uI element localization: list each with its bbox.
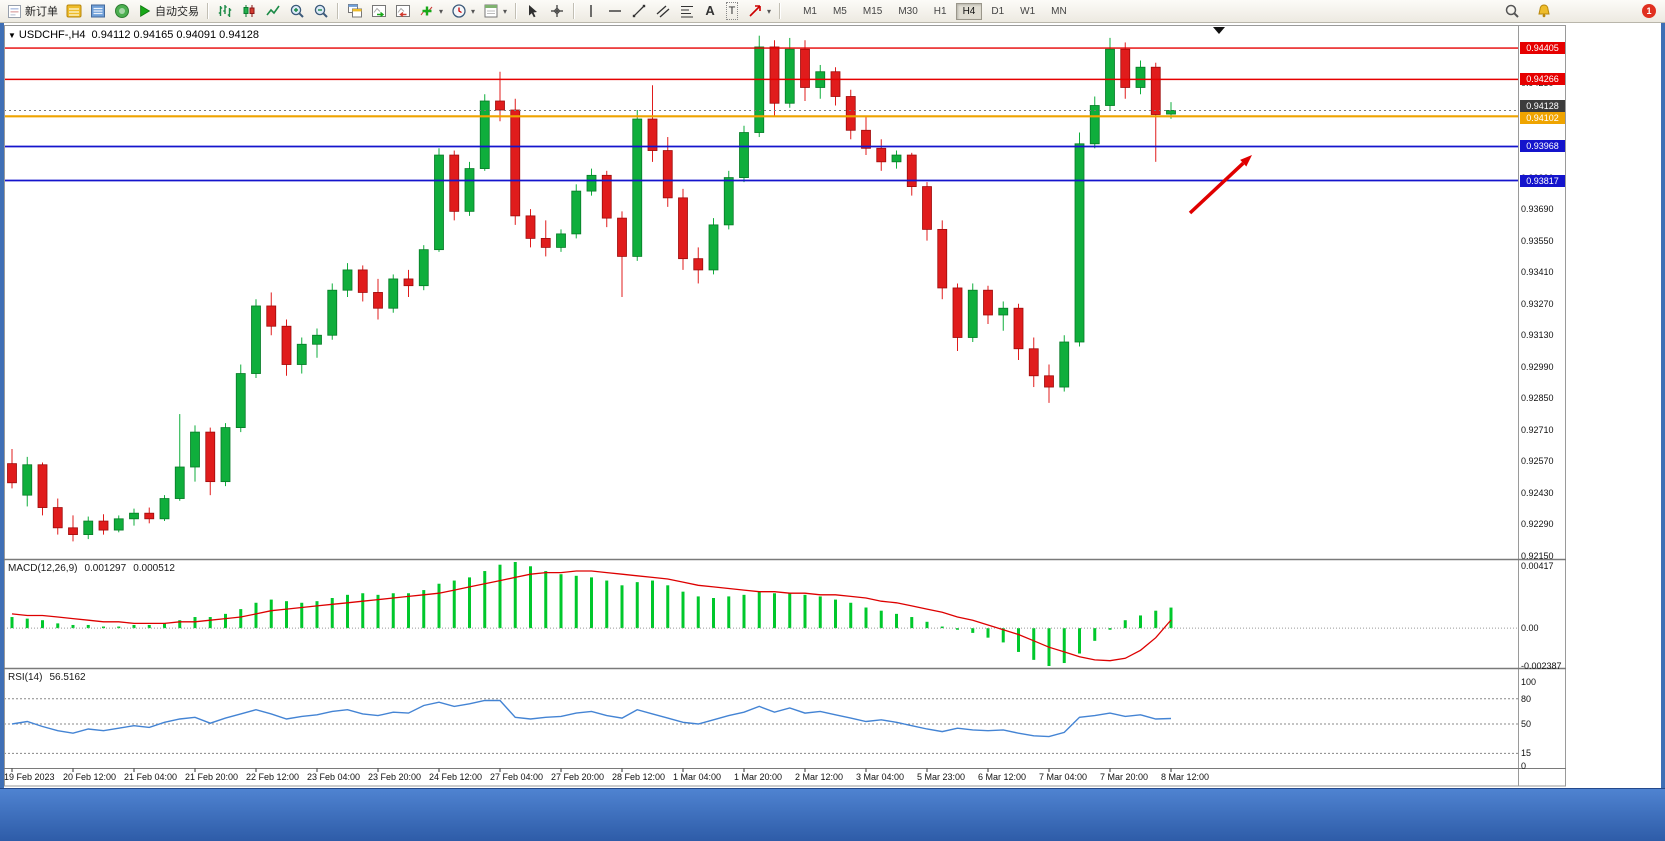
timeframe-m1[interactable]: M1 bbox=[803, 5, 817, 17]
toolbar-separator bbox=[515, 3, 518, 19]
new-order-label: 新订单 bbox=[25, 6, 58, 18]
chart-shift-button[interactable] bbox=[391, 1, 415, 21]
vertical-line-tool-button[interactable] bbox=[579, 1, 603, 21]
data-window-button[interactable] bbox=[86, 1, 110, 21]
macd-histogram bbox=[10, 562, 1173, 666]
search-button[interactable] bbox=[1500, 1, 1524, 21]
candles-layer bbox=[7, 35, 1176, 542]
data-window-icon bbox=[91, 4, 105, 18]
toolbar-separator bbox=[573, 3, 576, 19]
navigator-button[interactable] bbox=[110, 1, 134, 21]
timeframe-mn[interactable]: MN bbox=[1051, 5, 1067, 17]
toolbar: 新订单 自动交易 ▾ ▾ bbox=[0, 0, 1665, 23]
chevron-down-icon: ▾ bbox=[503, 6, 508, 16]
notification-badge[interactable]: 1 bbox=[1642, 4, 1656, 18]
toolbar-separator bbox=[207, 3, 209, 19]
trend-arrow-annotation[interactable] bbox=[1188, 155, 1252, 215]
horizontal-line-icon bbox=[609, 10, 622, 12]
chevron-down-icon: ▾ bbox=[767, 6, 772, 16]
label-tool-button[interactable]: T bbox=[721, 1, 743, 21]
auto-scroll-button[interactable] bbox=[367, 1, 391, 21]
channel-icon bbox=[656, 5, 670, 18]
window-frame-right bbox=[1661, 23, 1665, 840]
zoom-in-button[interactable] bbox=[285, 1, 309, 21]
timeframe-group: M1 M5 M15 M30 H1 H4 D1 W1 MN bbox=[795, 2, 1075, 20]
fibonacci-tool-button[interactable] bbox=[675, 1, 699, 21]
arrow-tool-icon bbox=[749, 5, 761, 17]
bell-icon bbox=[1538, 4, 1550, 18]
chevron-down-icon: ▾ bbox=[471, 6, 476, 16]
timeframe-h4[interactable]: H4 bbox=[955, 2, 983, 20]
alerts-button[interactable] bbox=[1532, 1, 1556, 21]
new-order-icon bbox=[8, 4, 21, 18]
channel-tool-button[interactable] bbox=[651, 1, 675, 21]
toolbar-separator bbox=[337, 3, 339, 19]
trendline-tool-button[interactable] bbox=[627, 1, 651, 21]
tile-windows-icon bbox=[348, 4, 362, 18]
horizontal-line-tool-button[interactable] bbox=[603, 1, 627, 21]
timeframe-h1[interactable]: H1 bbox=[933, 5, 947, 17]
chevron-down-icon: ▾ bbox=[439, 6, 444, 16]
cursor-icon bbox=[529, 5, 538, 18]
label-icon: T bbox=[725, 2, 739, 20]
search-icon bbox=[1505, 4, 1519, 18]
timeframe-m15[interactable]: M15 bbox=[862, 5, 883, 17]
zoom-in-icon bbox=[290, 4, 304, 18]
timeframe-m30[interactable]: M30 bbox=[898, 5, 918, 17]
trendline-icon bbox=[632, 4, 646, 18]
line-chart-icon bbox=[266, 5, 280, 16]
candlestick-chart-button[interactable] bbox=[237, 1, 261, 21]
fibonacci-icon bbox=[681, 6, 694, 18]
rsi-line bbox=[11, 699, 1172, 738]
chart-shift-icon bbox=[396, 5, 410, 18]
text-tool-button[interactable]: A bbox=[699, 1, 721, 21]
bar-chart-button[interactable] bbox=[213, 1, 237, 21]
timeframe-m5[interactable]: M5 bbox=[832, 5, 847, 17]
indicators-icon bbox=[420, 6, 433, 16]
template-icon bbox=[484, 4, 498, 18]
market-watch-icon bbox=[66, 4, 82, 18]
tile-windows-button[interactable] bbox=[343, 1, 367, 21]
line-chart-button[interactable] bbox=[261, 1, 285, 21]
zoom-out-icon bbox=[314, 4, 328, 18]
toolbar-separator bbox=[779, 3, 782, 19]
candlestick-chart-icon bbox=[243, 5, 255, 17]
zoom-out-button[interactable] bbox=[309, 1, 333, 21]
vertical-line-icon bbox=[590, 5, 592, 17]
navigator-icon bbox=[115, 4, 129, 18]
arrows-tool-button[interactable]: ▾ bbox=[743, 1, 775, 21]
indicators-button[interactable]: ▾ bbox=[415, 1, 447, 21]
crosshair-tool-button[interactable] bbox=[545, 1, 569, 21]
timeframe-d1[interactable]: D1 bbox=[991, 5, 1005, 17]
timeframe-w1[interactable]: W1 bbox=[1020, 5, 1036, 17]
clock-icon bbox=[452, 4, 466, 18]
text-icon: A bbox=[705, 3, 715, 18]
macd-signal-line bbox=[11, 570, 1172, 662]
autotrading-play-icon bbox=[140, 4, 151, 18]
auto-scroll-icon bbox=[372, 5, 386, 18]
new-order-button[interactable]: 新订单 bbox=[3, 1, 62, 21]
periods-button[interactable]: ▾ bbox=[447, 1, 479, 21]
toolbar-right-group: 1 bbox=[1500, 1, 1662, 21]
autotrading-button[interactable]: 自动交易 bbox=[134, 1, 203, 21]
window-frame-left bbox=[0, 23, 4, 840]
templates-button[interactable]: ▾ bbox=[479, 1, 511, 21]
market-watch-button[interactable] bbox=[62, 1, 86, 21]
window-frame-bottom bbox=[0, 788, 1665, 841]
chart-window-border bbox=[4, 25, 1566, 787]
crosshair-icon bbox=[551, 5, 564, 17]
cursor-tool-button[interactable] bbox=[521, 1, 545, 21]
bar-chart-icon bbox=[218, 5, 232, 17]
autotrading-label: 自动交易 bbox=[155, 6, 199, 18]
